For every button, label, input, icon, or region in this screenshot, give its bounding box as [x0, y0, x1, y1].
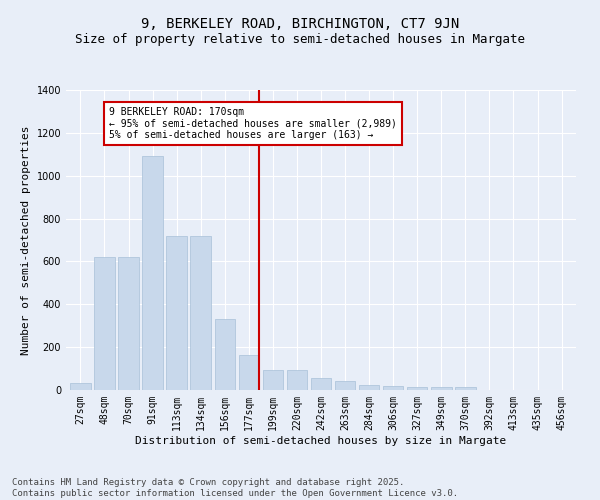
- Bar: [70, 382, 91, 390]
- Text: Size of property relative to semi-detached houses in Margate: Size of property relative to semi-detach…: [75, 32, 525, 46]
- Bar: [190, 236, 211, 390]
- Text: Contains HM Land Registry data © Crown copyright and database right 2025.
Contai: Contains HM Land Registry data © Crown c…: [12, 478, 458, 498]
- Bar: [455, 388, 476, 390]
- Bar: [166, 236, 187, 390]
- Bar: [287, 370, 307, 390]
- Y-axis label: Number of semi-detached properties: Number of semi-detached properties: [21, 125, 31, 355]
- Bar: [94, 257, 115, 390]
- Bar: [263, 370, 283, 390]
- Bar: [359, 384, 379, 390]
- Bar: [239, 354, 259, 390]
- Bar: [142, 156, 163, 390]
- Bar: [431, 388, 452, 390]
- Bar: [407, 387, 427, 390]
- Text: 9 BERKELEY ROAD: 170sqm
← 95% of semi-detached houses are smaller (2,989)
5% of : 9 BERKELEY ROAD: 170sqm ← 95% of semi-de…: [109, 107, 397, 140]
- Bar: [383, 386, 403, 390]
- Text: 9, BERKELEY ROAD, BIRCHINGTON, CT7 9JN: 9, BERKELEY ROAD, BIRCHINGTON, CT7 9JN: [141, 18, 459, 32]
- Bar: [118, 257, 139, 390]
- Bar: [335, 382, 355, 390]
- Bar: [311, 378, 331, 390]
- X-axis label: Distribution of semi-detached houses by size in Margate: Distribution of semi-detached houses by …: [136, 436, 506, 446]
- Bar: [215, 320, 235, 390]
